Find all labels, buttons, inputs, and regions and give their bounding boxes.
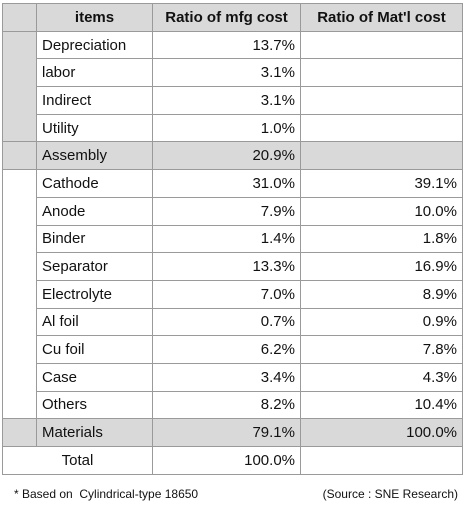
mfg-cell: 3.1% xyxy=(152,86,301,115)
mat-cell xyxy=(300,30,463,60)
mat-cell: 10.0% xyxy=(300,196,463,226)
item-cell: Cu foil xyxy=(36,335,153,364)
group-strip xyxy=(2,169,37,420)
mat-cell xyxy=(300,113,463,143)
mfg-cell: 7.9% xyxy=(152,196,301,226)
mat-cell xyxy=(300,58,463,88)
row: Binder 1.4% 1.8% xyxy=(3,224,463,254)
item-cell: Others xyxy=(36,390,153,420)
subtotal-row: Assembly 20.9% xyxy=(2,141,463,171)
total-mfg: 100.0% xyxy=(152,446,301,475)
item-cell: Anode xyxy=(36,196,153,226)
subtotal-row: Materials 79.1% 100.0% xyxy=(2,418,463,447)
row: Depreciation 13.7% xyxy=(2,30,463,143)
row: Utility 1.0% xyxy=(3,113,463,143)
item-cell: Indirect xyxy=(36,86,153,115)
group-strip xyxy=(2,30,37,143)
item-cell: Al foil xyxy=(36,307,153,337)
header-cell: Ratio of Mat'l cost xyxy=(300,3,463,32)
mfg-cell: 0.7% xyxy=(152,307,301,337)
mat-cell xyxy=(300,86,463,115)
mfg-cell: 3.1% xyxy=(152,58,301,88)
group-strip xyxy=(2,141,37,171)
mfg-cell: 3.4% xyxy=(152,362,301,392)
mat-cell: 1.8% xyxy=(300,224,463,254)
total-mat xyxy=(300,446,463,475)
mat-cell: 16.9% xyxy=(300,252,463,281)
header-row: items Ratio of mfg cost Ratio of Mat'l c… xyxy=(2,3,463,32)
subtotal-item: Assembly xyxy=(36,141,153,171)
mfg-cell: 13.7% xyxy=(152,30,301,60)
row: Electrolyte 7.0% 8.9% xyxy=(3,279,463,309)
mfg-cell: 7.0% xyxy=(152,279,301,309)
header-cell: items xyxy=(36,3,153,32)
cost-table: items Ratio of mfg cost Ratio of Mat'l c… xyxy=(2,3,463,475)
row: Separator 13.3% 16.9% xyxy=(3,252,463,281)
subtotal-item: Materials xyxy=(36,418,153,447)
subtotal-mat: 100.0% xyxy=(300,418,463,447)
mat-cell: 10.4% xyxy=(300,390,463,420)
mfg-cell: 13.3% xyxy=(152,252,301,281)
footnote-source: (Source : SNE Research) xyxy=(322,487,458,501)
item-cell: Cathode xyxy=(36,169,153,198)
total-item: Total xyxy=(2,446,153,475)
mfg-cell: 31.0% xyxy=(152,169,301,198)
item-cell: Electrolyte xyxy=(36,279,153,309)
subtotal-mat xyxy=(300,141,463,171)
row: Al foil 0.7% 0.9% xyxy=(3,307,463,337)
item-cell: Depreciation xyxy=(36,30,153,60)
row: Anode 7.9% 10.0% xyxy=(3,196,463,226)
subtotal-mfg: 20.9% xyxy=(152,141,301,171)
mat-cell: 0.9% xyxy=(300,307,463,337)
mfg-cell: 6.2% xyxy=(152,335,301,364)
group-strip xyxy=(2,418,37,447)
mfg-cell: 1.0% xyxy=(152,113,301,143)
item-cell: Case xyxy=(36,362,153,392)
mfg-cell: 1.4% xyxy=(152,224,301,254)
mat-cell: 8.9% xyxy=(300,279,463,309)
row: Cathode 31.0% 39.1% xyxy=(2,169,463,420)
item-cell: labor xyxy=(36,58,153,88)
row: Indirect 3.1% xyxy=(3,86,463,115)
row: labor 3.1% xyxy=(3,58,463,88)
footnote-basis: * Based on Cylindrical-type 18650 xyxy=(14,487,199,501)
table-body: Depreciation 13.7% labor 3.1% Indirect 3.1% Ut… xyxy=(2,30,463,475)
item-cell: Binder xyxy=(36,224,153,254)
total-row: Total 100.0% xyxy=(2,446,463,475)
row: Others 8.2% 10.4% xyxy=(3,390,463,420)
mat-cell: 4.3% xyxy=(300,362,463,392)
item-cell: Separator xyxy=(36,252,153,281)
row: Cu foil 6.2% 7.8% xyxy=(3,335,463,364)
mat-cell: 7.8% xyxy=(300,335,463,364)
mfg-cell: 8.2% xyxy=(152,390,301,420)
subtotal-mfg: 79.1% xyxy=(152,418,301,447)
header-strip xyxy=(2,3,37,32)
header-cell: Ratio of mfg cost xyxy=(152,3,301,32)
item-cell: Utility xyxy=(36,113,153,143)
mat-cell: 39.1% xyxy=(300,169,463,198)
row: Case 3.4% 4.3% xyxy=(3,362,463,392)
